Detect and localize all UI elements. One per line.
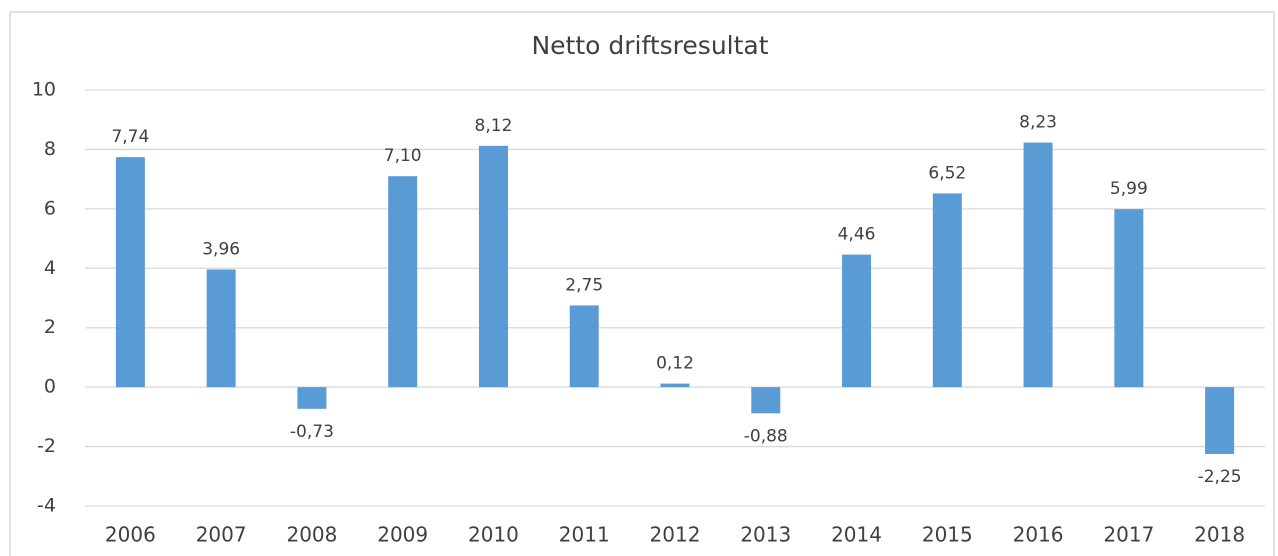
bar	[842, 254, 872, 388]
bar	[569, 305, 599, 388]
y-tick-label: 6	[44, 197, 56, 219]
x-tick-label: 2011	[559, 523, 610, 547]
bar	[1114, 209, 1144, 388]
bar	[660, 383, 690, 388]
x-tick-label: 2015	[922, 523, 973, 547]
value-label: 3,96	[202, 239, 240, 259]
x-tick-label: 2013	[740, 523, 791, 547]
value-label: 7,74	[111, 127, 149, 147]
bar	[932, 193, 962, 388]
value-label: 5,99	[1110, 179, 1148, 199]
x-tick-label: 2014	[831, 523, 882, 547]
chart-title: Netto driftsresultat	[531, 31, 768, 60]
x-tick-label: 2008	[286, 523, 337, 547]
value-label: -0,73	[290, 422, 334, 442]
y-tick-label: 10	[32, 79, 56, 101]
value-label: 8,12	[475, 116, 513, 136]
value-label: 4,46	[838, 225, 876, 245]
y-tick-label: 2	[44, 316, 56, 338]
y-tick-label: 8	[44, 138, 56, 160]
x-tick-label: 2016	[1013, 523, 1064, 547]
x-tick-label: 2007	[196, 523, 247, 547]
bar	[388, 176, 418, 388]
bar	[1205, 387, 1235, 454]
value-label: 0,12	[656, 354, 694, 374]
value-label: 2,75	[565, 275, 603, 295]
value-label: -0,88	[744, 426, 788, 446]
bar	[206, 269, 236, 388]
chart-frame	[9, 11, 1275, 556]
y-tick-label: 4	[44, 257, 56, 279]
bar	[115, 157, 145, 388]
y-tick-label: -4	[37, 495, 56, 517]
y-tick-label: -2	[37, 435, 56, 457]
x-tick-label: 2006	[105, 523, 156, 547]
bar	[751, 387, 781, 414]
value-label: 6,52	[928, 163, 966, 183]
value-label: -2,25	[1198, 467, 1242, 487]
x-tick-label: 2009	[377, 523, 428, 547]
x-tick-label: 2012	[650, 523, 701, 547]
x-tick-label: 2018	[1194, 523, 1245, 547]
bar	[297, 387, 327, 409]
x-tick-label: 2010	[468, 523, 519, 547]
bar	[478, 145, 508, 388]
x-tick-label: 2017	[1103, 523, 1154, 547]
value-label: 8,23	[1019, 113, 1057, 133]
bar	[1023, 142, 1053, 388]
value-label: 7,10	[384, 146, 422, 166]
y-tick-label: 0	[44, 376, 56, 398]
